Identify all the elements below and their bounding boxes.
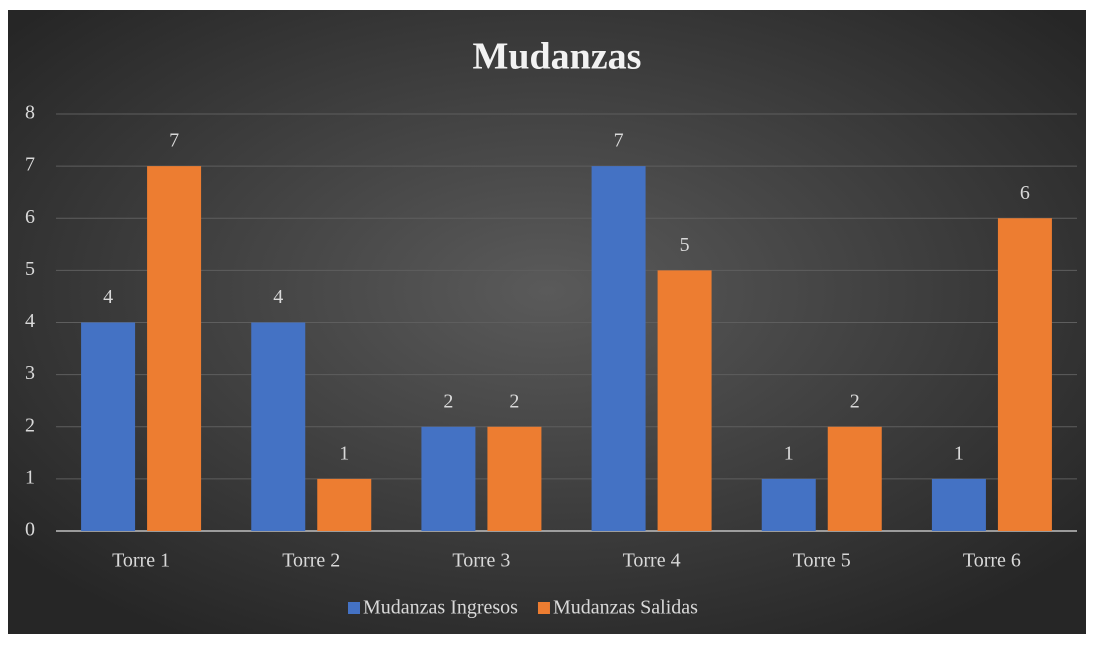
data-label: 2: [850, 390, 860, 412]
y-tick-label: 0: [25, 519, 35, 541]
chart-title: Mudanzas: [473, 36, 642, 78]
data-label: 6: [1020, 182, 1030, 204]
bar: [81, 322, 136, 531]
data-label: 7: [614, 130, 624, 152]
data-label: 4: [273, 286, 283, 308]
bar: [997, 218, 1052, 531]
data-label: 2: [443, 390, 453, 412]
bar: [657, 270, 712, 531]
y-tick-label: 1: [25, 466, 35, 488]
y-tick-label: 7: [25, 154, 35, 176]
x-tick-label: Torre 6: [963, 550, 1021, 572]
legend-label: Mudanzas Ingresos: [363, 597, 518, 619]
bar: [827, 426, 882, 531]
bar: [591, 166, 646, 531]
x-tick-label: Torre 2: [282, 550, 340, 572]
data-label: 5: [680, 234, 690, 256]
bar: [761, 478, 816, 531]
legend-swatch: [537, 602, 550, 614]
y-tick-label: 8: [25, 102, 35, 124]
y-tick-label: 5: [25, 258, 35, 280]
y-tick-label: 3: [25, 362, 35, 384]
x-tick-label: Torre 4: [623, 550, 681, 572]
bar: [931, 478, 986, 531]
data-label: 2: [509, 390, 519, 412]
data-label: 1: [339, 442, 349, 464]
data-label: 1: [784, 442, 794, 464]
bar: [317, 478, 372, 531]
data-label: 7: [169, 130, 179, 152]
bar: [251, 322, 306, 531]
x-tick-label: Torre 3: [452, 550, 510, 572]
y-tick-label: 2: [25, 414, 35, 436]
legend-label: Mudanzas Salidas: [553, 597, 698, 619]
data-label: 1: [954, 442, 964, 464]
data-label: 4: [103, 286, 113, 308]
x-tick-label: Torre 5: [793, 550, 851, 572]
y-tick-label: 4: [25, 310, 35, 332]
x-tick-label: Torre 1: [112, 550, 170, 572]
y-tick-label: 6: [25, 206, 35, 228]
bar: [147, 166, 202, 531]
bar: [421, 426, 476, 531]
bar: [487, 426, 542, 531]
legend-swatch: [348, 602, 360, 614]
